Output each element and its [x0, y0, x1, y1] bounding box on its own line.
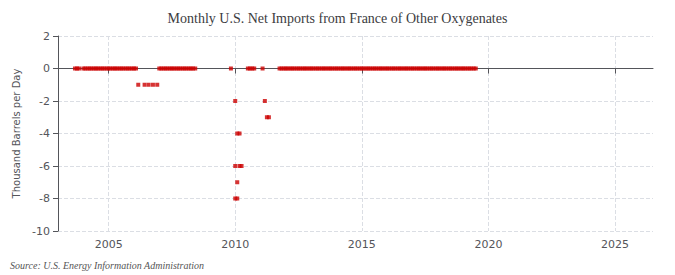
svg-text:-8: -8 [39, 192, 50, 205]
svg-text:2010: 2010 [221, 238, 249, 251]
svg-text:Thousand Barrels per Day: Thousand Barrels per Day [11, 69, 22, 200]
svg-text:-10: -10 [32, 225, 50, 238]
svg-text:2020: 2020 [474, 238, 502, 251]
svg-text:2: 2 [43, 30, 50, 43]
svg-text:0: 0 [43, 62, 50, 75]
svg-text:Monthly U.S. Net Imports from: Monthly U.S. Net Imports from France of … [168, 11, 508, 26]
svg-text:-6: -6 [39, 160, 50, 173]
svg-text:Source: U.S. Energy Informatio: Source: U.S. Energy Information Administ… [10, 260, 204, 271]
svg-text:2005: 2005 [95, 238, 123, 251]
svg-text:-4: -4 [39, 127, 50, 140]
svg-text:-2: -2 [39, 95, 50, 108]
svg-text:2025: 2025 [601, 238, 629, 251]
svg-text:2015: 2015 [348, 238, 376, 251]
